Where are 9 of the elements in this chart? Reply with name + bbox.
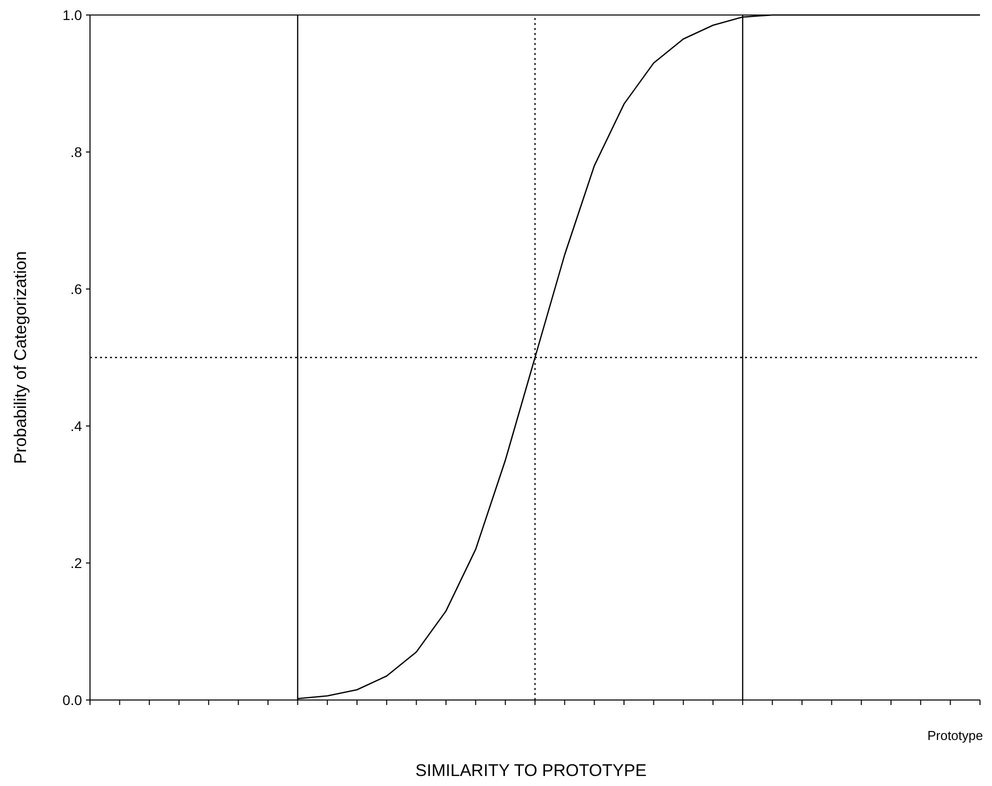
y-axis-title: Probability of Categorization: [11, 251, 30, 464]
x-axis-title: SIMILARITY TO PROTOTYPE: [415, 761, 647, 780]
y-tick-label: .8: [70, 144, 82, 160]
text: Prototype: [927, 728, 983, 743]
y-tick-label: 0.0: [62, 692, 82, 708]
y-tick-label: .6: [70, 281, 82, 297]
y-tick-label: 1.0: [62, 7, 82, 23]
y-tick-label: .2: [70, 555, 82, 571]
y-tick-label: .4: [70, 418, 82, 434]
